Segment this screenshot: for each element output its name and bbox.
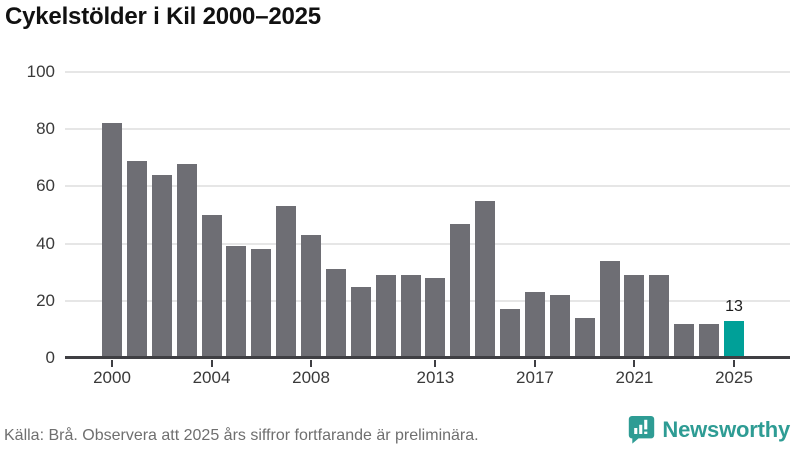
x-axis-label-2000: 2000 [93, 368, 131, 387]
bar-2019 [574, 317, 595, 358]
bar-2007 [276, 206, 297, 358]
bar-2021 [624, 275, 645, 358]
bar-2017 [524, 292, 545, 358]
y-axis-label-60: 60 [36, 176, 55, 196]
x-axis-label-2008: 2008 [292, 368, 330, 387]
bar-2001 [126, 160, 147, 358]
bar-2024 [699, 323, 720, 358]
x-axis-line [65, 356, 790, 359]
bar-2000 [102, 123, 122, 358]
x-tick-2021 [633, 360, 636, 367]
bar-2013 [425, 277, 446, 358]
bar-2015 [475, 200, 496, 358]
bar-2003 [176, 163, 197, 358]
bar-2008 [301, 235, 322, 358]
gridline-y-80 [65, 128, 790, 131]
x-tick-2008 [310, 360, 313, 367]
y-axis-label-100: 100 [26, 62, 55, 81]
bar-2023 [674, 323, 695, 358]
bar-2018 [549, 295, 570, 358]
y-axis-label-0: 0 [45, 348, 55, 367]
gridline-y-100 [65, 71, 790, 73]
x-axis-label-2013: 2013 [416, 368, 455, 387]
newsworthy-wordmark: Newsworthy [662, 416, 790, 442]
x-axis-label-2021: 2021 [615, 368, 654, 387]
y-axis-label-20: 20 [36, 290, 55, 310]
newsworthy-chart-bubble-icon [628, 415, 655, 444]
bar-2009 [325, 269, 346, 358]
bar-2025 [724, 320, 744, 358]
x-axis-label-2017: 2017 [516, 368, 554, 387]
x-axis-label-2025: 2025 [715, 368, 753, 387]
source-note: Källa: Brå. Observera att 2025 års siffr… [4, 427, 479, 444]
bar-2010 [350, 286, 371, 358]
y-axis-label-40: 40 [36, 233, 55, 253]
bar-2022 [649, 275, 670, 358]
bar-2002 [151, 174, 172, 358]
bar-2004 [201, 215, 222, 358]
bar-2011 [375, 275, 396, 358]
highlight-value-label: 13 [725, 297, 743, 315]
bar-2014 [450, 223, 471, 358]
plot-area [65, 71, 790, 359]
bar-2012 [400, 275, 421, 358]
bar-2005 [226, 246, 247, 358]
gridline-y-40 [65, 242, 790, 245]
x-tick-2017 [533, 360, 536, 367]
x-tick-2004 [210, 360, 213, 367]
newsworthy-logo: Newsworthy [628, 415, 790, 444]
x-tick-2000 [111, 360, 113, 367]
bar-2006 [251, 249, 272, 358]
bar-2016 [500, 309, 521, 358]
gridline-y-60 [65, 185, 790, 188]
x-axis-label-2004: 2004 [192, 368, 231, 387]
x-tick-2013 [434, 360, 437, 367]
y-axis-label-80: 80 [36, 119, 55, 139]
chart-title: Cykelstölder i Kil 2000–2025 [5, 3, 321, 30]
bar-2020 [599, 260, 620, 358]
x-tick-2025 [733, 360, 735, 367]
